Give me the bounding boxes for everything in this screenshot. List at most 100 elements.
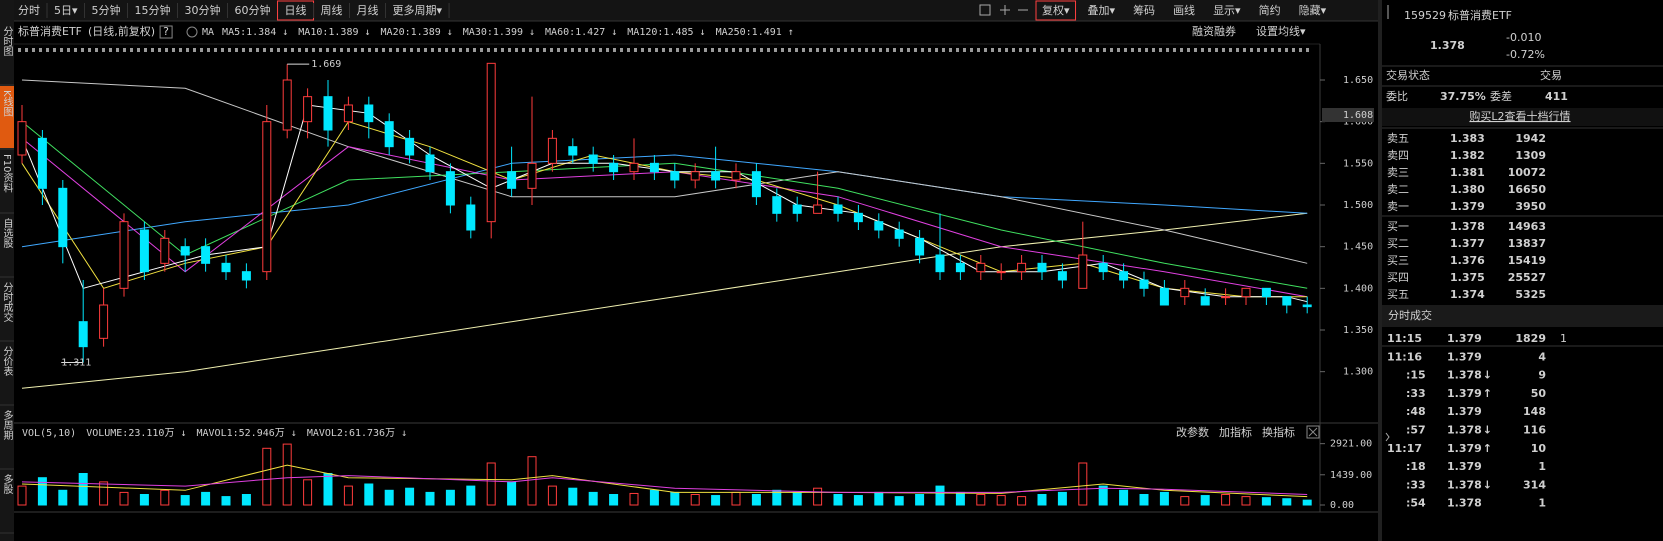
book-price: 1.374 — [1450, 288, 1485, 301]
help-box[interactable] — [159, 25, 173, 39]
period-tab[interactable]: 更多周期▾ — [393, 3, 443, 17]
ma-value: MA5:1.384 ↓ — [222, 27, 288, 38]
tool-button[interactable]: 隐藏▾ — [1299, 4, 1327, 17]
trades-title: 分时成交 — [1388, 308, 1432, 322]
volume-bar — [649, 489, 659, 506]
indicator-button[interactable]: 换指标 — [1262, 425, 1295, 439]
tool-button[interactable]: 简约 — [1259, 3, 1281, 17]
trade-volume: 4 — [1538, 350, 1546, 363]
change: -0.010 — [1506, 31, 1541, 44]
trade-mark: ↑ — [1483, 387, 1492, 400]
volume-bar — [915, 494, 925, 506]
volume-bar — [241, 494, 251, 506]
toolbar-bg — [0, 0, 1378, 21]
candle-body — [58, 187, 68, 248]
period-tab[interactable]: 周线 — [321, 3, 343, 17]
diff: 411 — [1545, 90, 1568, 103]
volume-bar — [405, 487, 415, 506]
volume-bar — [343, 485, 353, 506]
tool-button[interactable]: 显示▾ — [1213, 4, 1241, 17]
side-tab[interactable]: 自选股 — [1, 217, 13, 249]
period-tab[interactable]: 15分钟 — [135, 3, 171, 17]
close-icon — [1308, 427, 1318, 437]
candle-body — [1261, 287, 1271, 298]
volume-bar — [1302, 499, 1312, 506]
chart-mode: (日线,前复权) — [88, 24, 155, 38]
volume-bar — [1261, 497, 1271, 506]
volume-bar — [99, 481, 109, 506]
trade-time: :33 — [1406, 478, 1426, 491]
book-volume: 15419 — [1508, 254, 1546, 267]
period-tab[interactable]: 30分钟 — [185, 3, 221, 17]
candle-body — [201, 246, 211, 264]
candle-body — [486, 62, 496, 223]
period-tab[interactable]: 60分钟 — [235, 3, 271, 17]
trade-extra: 1 — [1560, 332, 1567, 345]
candle-body — [160, 237, 170, 264]
volume-bar — [1200, 495, 1210, 506]
ma-label: MA — [202, 27, 214, 38]
period-tab[interactable]: 分时 — [18, 4, 40, 17]
l2-link[interactable]: 购买L2查看十档行情 — [1469, 109, 1570, 123]
side-tab[interactable]: 分时图 — [1, 26, 13, 57]
mavol-line — [21, 464, 1308, 498]
candle-body — [894, 229, 904, 239]
y-tick-label: 1.400 — [1343, 283, 1373, 294]
candle-body — [1282, 296, 1292, 306]
trade-price: 1.378 — [1447, 497, 1482, 510]
candle-body — [996, 271, 1006, 274]
tool-button[interactable]: 复权▾ — [1042, 3, 1070, 17]
trade-time: 11:16 — [1387, 350, 1422, 363]
side-tab[interactable]: K线图 — [1, 90, 13, 117]
header-link[interactable]: 融资融券 — [1192, 24, 1236, 38]
indicator-button[interactable]: 加指标 — [1219, 425, 1252, 439]
volume-bar — [711, 495, 721, 506]
volume-bar — [445, 489, 455, 506]
tool-button[interactable]: 画线 — [1173, 3, 1195, 17]
side-tab[interactable]: 分价表 — [1, 346, 13, 377]
book-volume: 1309 — [1515, 149, 1546, 162]
trade-volume: 1829 — [1515, 332, 1546, 345]
tool-button[interactable]: 叠加▾ — [1088, 4, 1116, 17]
period-tab[interactable]: 5分钟 — [92, 3, 121, 17]
l2-bg — [1382, 108, 1663, 126]
candle-body — [976, 262, 986, 273]
volume-bar — [690, 494, 700, 506]
period-tab[interactable]: 5日▾ — [54, 4, 78, 17]
candle-body — [119, 221, 129, 289]
trade-time: :18 — [1406, 460, 1426, 473]
period-tab[interactable]: 日线 — [285, 3, 307, 17]
trade-price: 1.378 — [1447, 424, 1482, 437]
book-price: 1.378 — [1450, 220, 1485, 233]
candle-body — [1119, 271, 1129, 281]
volume-bar — [547, 485, 557, 506]
y-tick-label: 1.350 — [1343, 325, 1373, 336]
header-link[interactable]: 设置均线▾ — [1256, 24, 1306, 38]
side-tab[interactable]: 多股 — [1, 473, 13, 495]
side-tab[interactable]: 分时成交 — [1, 282, 13, 323]
trade-price: 1.379 — [1447, 460, 1482, 473]
volume-bar — [384, 489, 394, 506]
volume-bar — [853, 495, 863, 506]
candle-body — [711, 171, 721, 181]
side-tab[interactable]: 多周期 — [1, 409, 13, 441]
ratio-label: 委比 — [1386, 90, 1408, 103]
period-tab[interactable]: 月线 — [357, 3, 379, 17]
volume-bar — [792, 491, 802, 506]
candle-body — [78, 321, 88, 348]
candle-body — [751, 171, 761, 198]
y-tick-label: 1.300 — [1343, 367, 1373, 378]
volume-bar — [282, 443, 292, 506]
ma-line — [21, 212, 1308, 389]
tool-button[interactable]: 筹码 — [1133, 3, 1155, 17]
change-pct: -0.72% — [1506, 48, 1545, 61]
annotation: 1.669 — [311, 59, 341, 70]
volume-bar — [466, 485, 476, 506]
gear-icon[interactable] — [186, 26, 198, 38]
side-tab[interactable]: F10资料 — [1, 154, 13, 193]
volume-bar — [37, 477, 47, 506]
close-box[interactable] — [1306, 425, 1320, 439]
book-price: 1.376 — [1450, 254, 1485, 267]
indicator-button[interactable]: 改参数 — [1176, 425, 1209, 439]
ma-value: MA120:1.485 ↓ — [627, 27, 705, 38]
